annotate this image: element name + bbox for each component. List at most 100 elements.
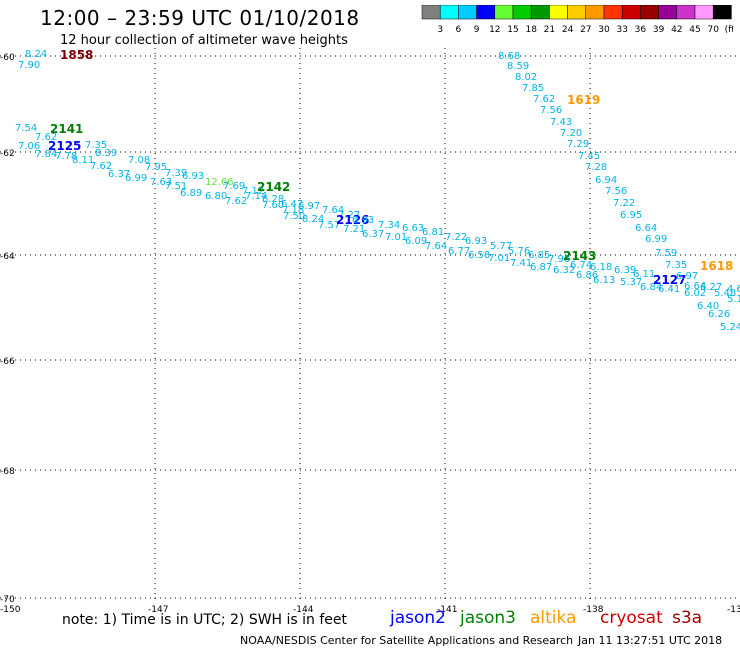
wave-height-value: 8.39: [95, 148, 117, 159]
x-tick-label: -147: [148, 605, 168, 615]
wave-height-value: 7.39: [165, 168, 187, 179]
wave-height-value: 7.20: [560, 128, 582, 139]
colorbar-label: 24: [562, 25, 574, 35]
wave-height-value: 7.34: [378, 220, 400, 231]
wave-height-value: 7.98: [548, 254, 570, 265]
colorbar-label: 9: [474, 25, 480, 35]
colorbar-label: 42: [671, 25, 682, 35]
wave-height-value: 7.56: [540, 105, 562, 116]
wave-height-value: 6.87: [530, 262, 552, 273]
colorbar-label: 12: [489, 25, 500, 35]
wave-height-value: 7.35: [665, 260, 687, 271]
x-tick-label: -141: [437, 605, 457, 615]
wave-height-value: 6.41: [658, 284, 680, 295]
wave-height-value: 6.81: [422, 227, 444, 238]
wave-height-value: 6.93: [182, 171, 204, 182]
wave-height-value: 7.12: [242, 186, 264, 197]
colorbar-label: 30: [598, 25, 610, 35]
wave-height-value: 8.02: [515, 72, 537, 83]
y-tick-label: -68: [0, 467, 15, 477]
wave-height-value: 7.78: [55, 151, 77, 162]
wave-height-value: 7.18: [282, 205, 304, 216]
wave-height-value: 7.06: [18, 141, 40, 152]
wave-height-value: 6.89: [180, 188, 202, 199]
wave-height-value: 5.37: [620, 277, 642, 288]
map-grid: [0, 48, 740, 600]
wave-height-value: 7.54: [15, 123, 37, 134]
y-tick-label: -70: [0, 595, 15, 605]
wave-height-value: 6.18: [590, 262, 612, 273]
wave-height-value: 8.24: [25, 49, 47, 60]
wave-height-value: 6.95: [620, 210, 642, 221]
wave-height-value: 6.58: [468, 250, 490, 261]
wave-height-value: 6.39: [614, 265, 636, 276]
wave-height-value: 7.56: [605, 186, 627, 197]
wave-height-value: 7.69: [223, 181, 245, 192]
colorbar-label: 33: [616, 25, 627, 35]
wave-height-value: 7.85: [522, 83, 544, 94]
wave-height-value: 6.80: [205, 191, 227, 202]
wave-height-value: 5.1: [727, 294, 740, 305]
wave-height-value: 6.37: [108, 169, 130, 180]
legend-s3a: s3a: [672, 608, 703, 628]
wave-height-value: 7.62: [225, 196, 247, 207]
x-tick-label: -144: [293, 605, 314, 615]
wave-height-value: 6.84: [640, 282, 662, 293]
wave-height-value: 6.11: [633, 269, 655, 280]
wave-height-value: 6.74: [570, 260, 592, 271]
colorbar-swatch: [712, 5, 732, 20]
legend-cryosat: cryosat: [600, 608, 663, 628]
wave-height-value: 6.28: [262, 194, 284, 205]
legend-jason3: jason3: [460, 608, 516, 628]
y-tick-label: -60: [0, 53, 15, 63]
wave-height-value: 7.22: [613, 198, 635, 209]
wave-height-value: 7.35: [85, 140, 107, 151]
wave-height-value: 6.40: [697, 301, 719, 312]
wave-height-value: 7.08: [128, 155, 150, 166]
wave-height-value: 7.64: [425, 241, 447, 252]
wave-height-value: 8.24: [302, 214, 324, 225]
wave-height-value: 6.86: [576, 270, 598, 281]
wave-height-value: 6.97: [676, 271, 698, 282]
chart-subtitle: 12 hour collection of altimeter wave hei…: [60, 33, 348, 48]
legend-altika: altika: [530, 608, 577, 628]
legend-jason2: jason2: [390, 608, 446, 628]
wave-height-value: 6.94: [595, 175, 617, 186]
wave-height-value: 7.84: [35, 149, 57, 160]
wave-height-value: 6.97: [298, 201, 320, 212]
wave-height-value: 4.6: [727, 284, 740, 295]
x-tick-label: -150: [0, 605, 21, 615]
y-tick-label: -62: [0, 149, 15, 159]
wave-height-value: 6.64: [635, 223, 657, 234]
y-tick-label: -64: [0, 252, 15, 262]
wave-height-value: 7.21: [343, 224, 365, 235]
wave-height-value: 7.59: [655, 248, 677, 259]
wave-height-value: 8.59: [507, 61, 529, 72]
wave-height-value: 6.99: [125, 173, 147, 184]
chart-title: 12:00 – 23:59 UTC 01/10/2018: [40, 6, 360, 30]
pass-time-label: 2142: [257, 180, 290, 194]
wave-height-value: 7.41: [510, 258, 532, 269]
credit-text: NOAA/NESDIS Center for Satellite Applica…: [240, 634, 574, 647]
wave-height-value: 7.60: [262, 200, 284, 211]
colorbar-label: 39: [653, 25, 665, 35]
colorbar-label: 6: [456, 25, 462, 35]
y-tick-label: -66: [0, 357, 15, 367]
wave-height-value: 5.48: [714, 288, 736, 299]
pass-time-label: 1619: [567, 93, 600, 107]
pass-time-label: 1858: [60, 48, 93, 62]
wave-height-value: 7.51: [165, 181, 187, 192]
wave-height-value: 7.45: [578, 151, 600, 162]
wave-height-value: 8.68: [498, 51, 520, 62]
pass-time-label: 2125: [48, 139, 81, 153]
wave-height-value: 6.26: [708, 309, 730, 320]
timestamp-text: Jan 11 13:27:51 UTC 2018: [578, 634, 723, 647]
wave-height-value: 6.09: [405, 236, 427, 247]
x-tick-label: -138: [583, 605, 604, 615]
colorbar-label: 36: [635, 25, 647, 35]
colorbar-label: 15: [507, 25, 518, 35]
wave-height-value: 7.14: [245, 191, 267, 202]
wave-height-value: 6.93: [465, 236, 487, 247]
